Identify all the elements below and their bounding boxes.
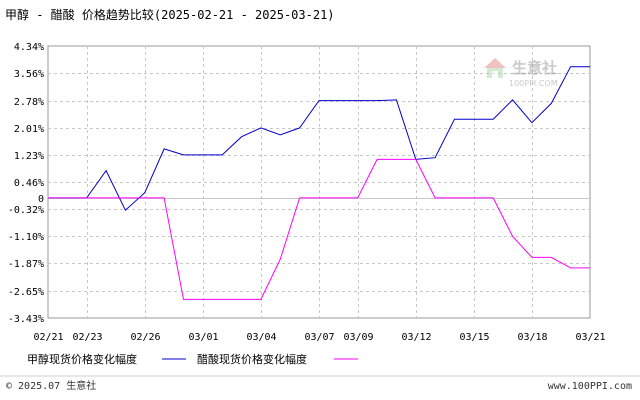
y-tick-label: 0.46% [14, 178, 44, 189]
y-tick-label: 2.01% [14, 124, 44, 135]
series-line-methanol [48, 66, 590, 212]
y-tick-label: 3.56% [14, 69, 44, 80]
watermark-url: 100PPI.COM [509, 79, 558, 88]
y-tick-label: 1.23% [14, 151, 44, 162]
y-tick-label: -1.87% [8, 259, 44, 270]
x-tick-label: 02/23 [72, 332, 102, 343]
y-tick-label: -0.32% [8, 205, 44, 216]
grid-lines [48, 46, 590, 318]
watermark: 生意社 100PPI.COM [484, 58, 558, 88]
legend-label-methanol: 甲醇现货价格变化幅度 [27, 352, 137, 366]
footer-url: www.100PPI.com [548, 381, 632, 392]
house-logo-icon [484, 58, 506, 78]
x-tick-label: 03/07 [304, 332, 334, 343]
x-axis-ticks: 02/21 02/23 02/26 03/01 03/04 03/07 03/09 03/12… [33, 332, 605, 343]
x-tick-label: 03/21 [575, 332, 605, 343]
legend: 甲醇现货价格变化幅度 醋酸现货价格变化幅度 [27, 352, 358, 366]
legend-label-acetic: 醋酸现货价格变化幅度 [197, 352, 307, 366]
x-tick-label: 02/21 [33, 332, 63, 343]
x-tick-label: 03/04 [246, 332, 276, 343]
y-axis-ticks: 4.34% 3.56% 2.78% 2.01% 1.23% 0.46% 0-0.32% -1.… [8, 42, 44, 325]
x-tick-label: 03/01 [188, 332, 218, 343]
x-tick-label: 03/12 [401, 332, 431, 343]
series-line-acetic [48, 158, 590, 300]
y-tick-label: -1.10% [8, 232, 44, 243]
x-tick-label: 02/26 [130, 332, 160, 343]
y-tick-label: -3.43% [8, 314, 44, 325]
chart-title: 甲醇 - 醋酸 价格趋势比较(2025-02-21 - 2025-03-21) [5, 7, 335, 22]
y-tick-label: 0 [38, 194, 44, 205]
y-tick-label: 2.78% [14, 97, 44, 108]
watermark-name: 生意社 [512, 59, 557, 77]
x-tick-label: 03/09 [343, 332, 373, 343]
y-tick-label: -2.65% [8, 287, 44, 298]
footer-copyright: © 2025.07 生意社 [6, 379, 96, 392]
y-tick-label: 4.34% [14, 42, 44, 53]
x-tick-label: 03/18 [517, 332, 547, 343]
x-tick-label: 03/15 [459, 332, 489, 343]
series-lines [48, 66, 590, 300]
